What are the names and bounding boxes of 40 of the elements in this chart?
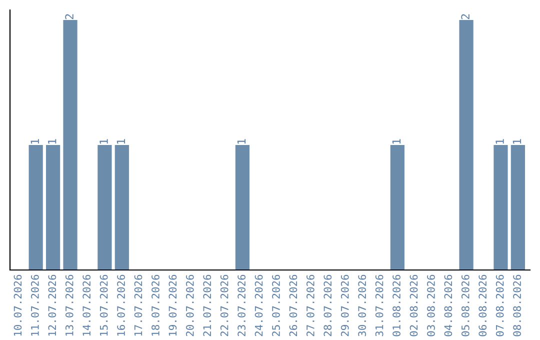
x-tick-label: 15.07.2026 <box>100 274 108 336</box>
x-tick-label: 10.07.2026 <box>14 274 22 336</box>
x-tick-label: 20.07.2026 <box>186 274 194 336</box>
data-label: 1 <box>512 139 522 144</box>
data-label: 1 <box>48 139 56 144</box>
x-tick-label: 01.08.2026 <box>392 274 400 336</box>
x-tick-label: 13.07.2026 <box>65 274 74 336</box>
data-label: 1 <box>237 139 246 144</box>
x-tick-label: 22.07.2026 <box>220 274 228 336</box>
x-tick-label: 18.07.2026 <box>152 274 160 336</box>
x-tick-label: 21.07.2026 <box>203 274 212 336</box>
x-tick-label: 25.07.2026 <box>272 274 280 336</box>
x-tick-label: 02.08.2026 <box>410 274 418 336</box>
x-tick-label: 26.07.2026 <box>289 274 298 336</box>
data-label: 1 <box>30 139 39 144</box>
data-label: 1 <box>100 139 108 144</box>
x-tick-label: 16.07.2026 <box>117 274 125 336</box>
x-tick-label: 06.08.2026 <box>478 274 487 336</box>
x-tick-label: 12.07.2026 <box>48 274 56 336</box>
x-tick-label: 08.08.2026 <box>513 274 521 336</box>
x-tick-label: 19.07.2026 <box>168 274 177 336</box>
x-tick-label: 14.07.2026 <box>82 274 91 336</box>
x-tick-label: 05.08.2026 <box>461 274 470 336</box>
data-label: 1 <box>496 139 504 144</box>
x-tick-label: 24.07.2026 <box>254 274 263 336</box>
data-label: 1 <box>392 139 401 144</box>
x-tick-label: 23.07.2026 <box>238 274 246 336</box>
x-tick-label: 07.08.2026 <box>496 274 504 336</box>
x-tick-label: 29.07.2026 <box>340 274 349 336</box>
x-tick-label: 31.07.2026 <box>375 274 384 336</box>
data-label: 2 <box>461 14 470 20</box>
x-tick-label: 17.07.2026 <box>134 274 142 336</box>
x-tick-label: 04.08.2026 <box>444 274 452 336</box>
x-tick-label: 30.07.2026 <box>358 274 366 336</box>
x-tick-label: 27.07.2026 <box>306 274 314 336</box>
x-tick-label: 03.08.2026 <box>427 274 435 336</box>
x-tick-label: 28.07.2026 <box>324 274 332 336</box>
x-tick-label: 11.07.2026 <box>31 274 39 336</box>
data-label: 2 <box>65 14 74 20</box>
data-label: 1 <box>116 139 126 144</box>
